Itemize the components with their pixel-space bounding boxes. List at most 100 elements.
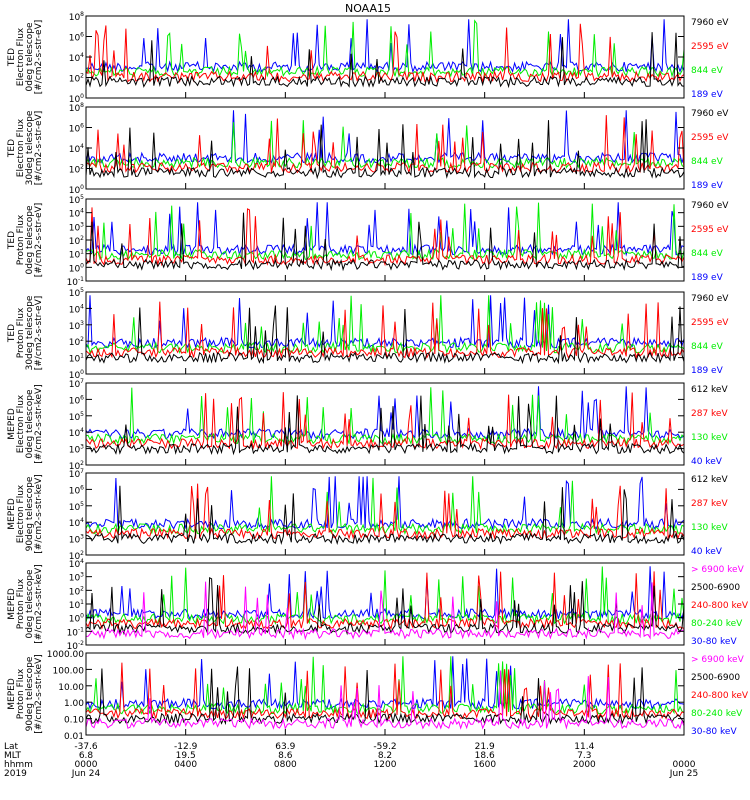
y-axis-label: Proton Flux bbox=[16, 578, 26, 629]
legend-entry: 189 eV bbox=[691, 273, 724, 283]
y-tick-label: 102 bbox=[69, 164, 84, 176]
panel-7-traces bbox=[85, 566, 685, 641]
y-tick-label: 103 bbox=[69, 444, 84, 456]
legend-entry: 612 keV bbox=[691, 385, 728, 395]
panel-5-traces bbox=[85, 386, 685, 456]
legend-entry: 844 eV bbox=[691, 157, 724, 167]
x-tick-label: 0800 bbox=[274, 760, 297, 770]
trace-30-80-kev bbox=[85, 656, 685, 711]
y-tick-label: 100 bbox=[69, 262, 84, 274]
x-tick-label: 18.6 bbox=[475, 751, 495, 761]
y-tick-label: 10-1 bbox=[67, 626, 85, 638]
y-axis-label: 90deg telescope bbox=[25, 656, 35, 731]
trace-287-kev bbox=[85, 392, 685, 451]
x-row-label: hhmm bbox=[4, 760, 33, 770]
y-tick-label: 105 bbox=[69, 287, 84, 299]
legend-entry: > 6900 keV bbox=[691, 655, 745, 665]
trace-844-ev bbox=[85, 19, 685, 79]
x-tick-label: 2000 bbox=[573, 760, 596, 770]
y-tick-label: 100.00 bbox=[53, 666, 85, 676]
y-tick-label: 0.01 bbox=[64, 732, 84, 742]
y-axis-label: Electron Flux bbox=[16, 27, 26, 86]
trace-844-ev bbox=[85, 202, 685, 261]
trace--6900-kev bbox=[86, 581, 685, 641]
y-axis-label: [#/cm2-s-str-eV] bbox=[34, 111, 44, 186]
legend-entry: 844 eV bbox=[691, 66, 724, 76]
panel-frame bbox=[85, 652, 685, 736]
panel-8: 0.01 0.10 1.00 10.00 100.00 1000.00 MEPED Proto… bbox=[7, 650, 749, 742]
y-tick-label: 102 bbox=[69, 235, 84, 247]
y-axis-label: TED bbox=[7, 139, 17, 158]
legend-entry: 40 keV bbox=[691, 457, 723, 467]
y-tick-label: 103 bbox=[69, 320, 84, 332]
y-axis-label: 90deg telescope bbox=[25, 476, 35, 551]
trace-287-kev bbox=[85, 483, 685, 541]
trace-612-kev bbox=[85, 395, 685, 456]
y-tick-label: 107 bbox=[69, 378, 84, 390]
legend-entry: 7960 eV bbox=[691, 109, 729, 119]
trace--6900-kev bbox=[85, 670, 685, 730]
legend-entry: 240-800 keV bbox=[691, 691, 749, 701]
legend-entry: 30-80 keV bbox=[691, 727, 737, 737]
x-tick-label: 11.4 bbox=[574, 742, 594, 752]
legend-entry: 7960 eV bbox=[691, 201, 729, 211]
y-tick-label: 103 bbox=[69, 572, 84, 584]
x-tick-label: -37.6 bbox=[74, 742, 98, 752]
legend-entry: 612 keV bbox=[691, 475, 728, 485]
y-axis-label: MEPED bbox=[7, 588, 17, 620]
trace-2595-ev bbox=[85, 207, 685, 267]
x-tick-label: 0400 bbox=[174, 760, 197, 770]
y-tick-label: 106 bbox=[69, 394, 84, 406]
legend-entry: 2595 eV bbox=[691, 42, 729, 52]
trace-189-ev bbox=[85, 19, 685, 74]
panel-8-traces bbox=[85, 656, 685, 730]
y-axis-label: 0deg telescope bbox=[25, 569, 35, 639]
y-axis-label: Electron Flux bbox=[16, 118, 26, 177]
y-tick-label: 101 bbox=[69, 353, 84, 365]
trace-7960-ev bbox=[85, 32, 685, 89]
y-tick-label: 107 bbox=[69, 468, 84, 480]
y-axis-label: Proton Flux bbox=[16, 214, 26, 265]
legend-entry: 40 keV bbox=[691, 547, 723, 557]
y-tick-label: 104 bbox=[69, 303, 84, 315]
y-tick-label: 1000.00 bbox=[47, 650, 84, 660]
panel-6-traces bbox=[85, 476, 685, 546]
legend-entry: > 6900 keV bbox=[691, 565, 745, 575]
y-tick-label: 104 bbox=[69, 52, 84, 64]
y-axis-label: 0deg telescope bbox=[25, 389, 35, 459]
y-tick-label: 108 bbox=[69, 11, 84, 23]
y-axis-label: TED bbox=[7, 48, 17, 67]
y-tick-label: 104 bbox=[69, 208, 84, 220]
y-tick-label: 101 bbox=[69, 599, 84, 611]
x-tick-label: Jun 24 bbox=[71, 769, 101, 779]
y-axis-label: 0deg telescope bbox=[25, 205, 35, 275]
x-row-label: 2019 bbox=[4, 769, 27, 779]
trace-7960-ev bbox=[85, 212, 685, 272]
legend-entry: 189 eV bbox=[691, 366, 724, 376]
x-tick-label: 8.2 bbox=[378, 751, 392, 761]
y-tick-label: 103 bbox=[69, 221, 84, 233]
trace-80-240-kev bbox=[85, 656, 685, 715]
y-axis-label: Electron Flux bbox=[16, 484, 26, 543]
x-tick-label: 8.6 bbox=[278, 751, 293, 761]
y-tick-label: 102 bbox=[69, 336, 84, 348]
y-axis-label: TED bbox=[7, 231, 17, 250]
x-tick-label: 6.8 bbox=[79, 751, 94, 761]
x-tick-label: 63.9 bbox=[275, 742, 295, 752]
x-tick-label: 1600 bbox=[473, 760, 496, 770]
figure-title: NOAA15 bbox=[345, 2, 391, 15]
x-row-label: MLT bbox=[4, 751, 22, 761]
y-axis-label: [#/cm2-s-str-eV] bbox=[34, 203, 44, 278]
y-tick-label: 108 bbox=[69, 102, 84, 114]
panel-4-traces bbox=[85, 295, 685, 365]
legend-entry: 2595 eV bbox=[691, 318, 729, 328]
y-tick-label: 103 bbox=[69, 534, 84, 546]
trace-40-kev bbox=[85, 386, 685, 441]
panel-3-traces bbox=[85, 202, 685, 272]
y-tick-label: 106 bbox=[69, 484, 84, 496]
